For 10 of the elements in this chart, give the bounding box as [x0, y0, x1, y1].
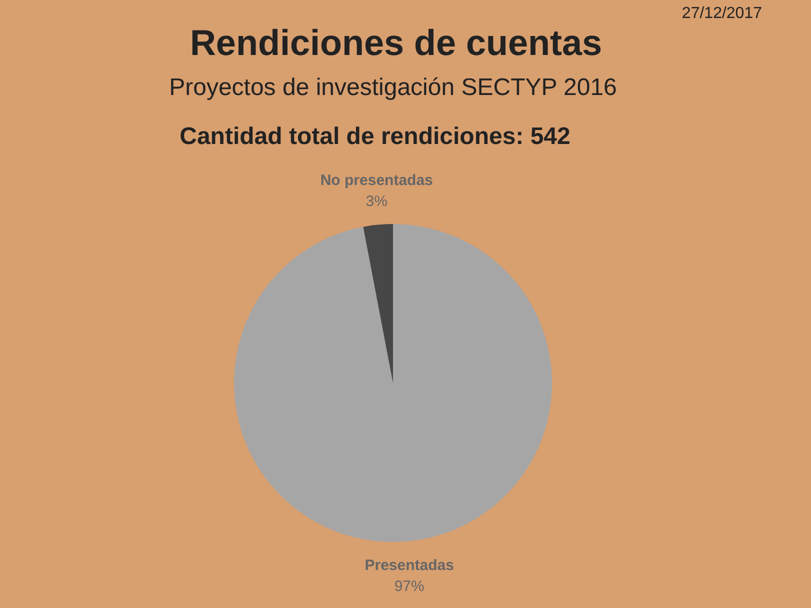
data-label: 97% [394, 578, 424, 596]
text: 27/12/2017 [682, 5, 762, 22]
pie-slice [363, 224, 393, 383]
chart-title: Rendiciones de cuentas [190, 22, 602, 63]
slice-label: Presentadas [364, 557, 454, 574]
slice-label: No presentadas [320, 172, 433, 189]
pie-slice [234, 224, 552, 542]
data-label: 3% [366, 192, 388, 210]
text: Cantidad total de rendiciones: 542 [180, 123, 570, 150]
chart-subtitle: Proyectos de investigación SECTYP 2016 [169, 74, 617, 101]
